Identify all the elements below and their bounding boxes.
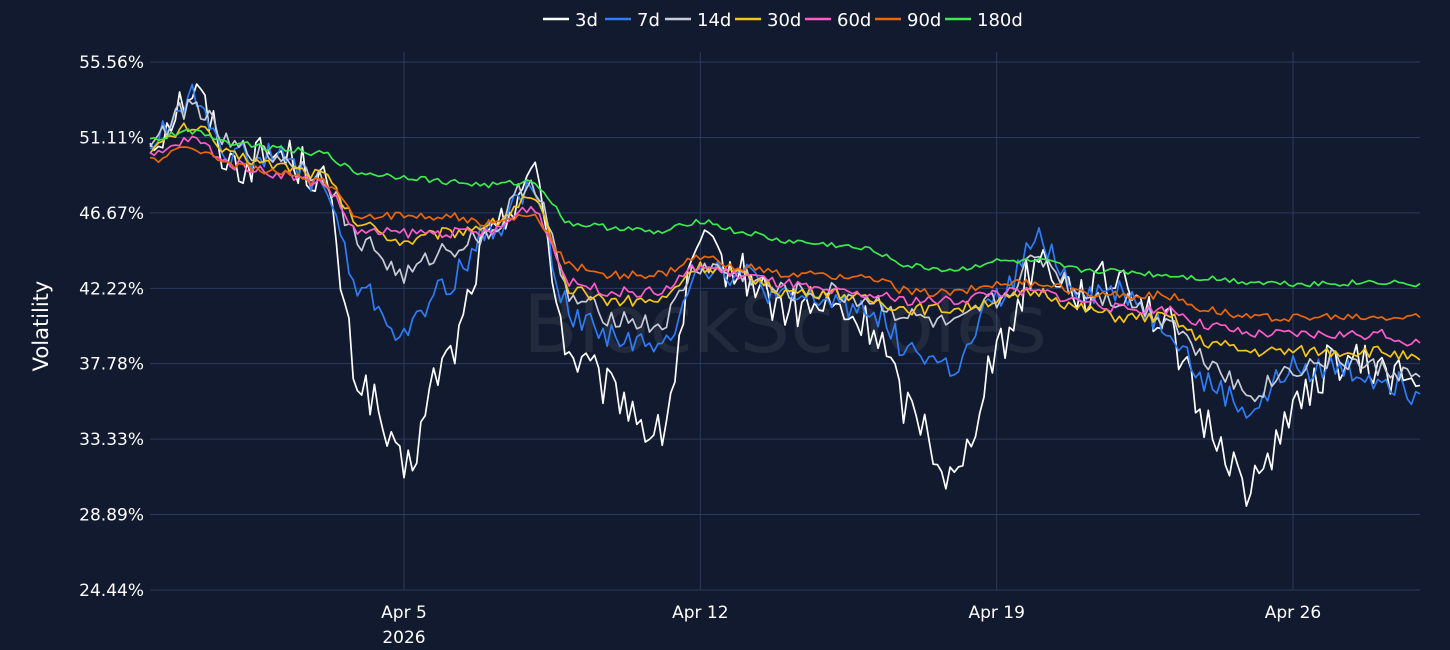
series-line-60d xyxy=(149,135,1421,347)
y-tick-label: 46.67% xyxy=(79,204,144,224)
series-lines xyxy=(149,83,1421,507)
series-line-180d xyxy=(149,128,1421,288)
y-tick-label: 55.56% xyxy=(79,53,144,73)
x-tick-label: Apr 19 xyxy=(968,603,1024,623)
series-line-3d xyxy=(149,83,1421,507)
x-tick-label: Apr 12 xyxy=(672,603,728,623)
legend-label-30d: 30d xyxy=(767,10,801,31)
series-line-90d xyxy=(149,146,1421,323)
x-tick-sublabel: 2026 xyxy=(382,628,425,648)
y-tick-label: 24.44% xyxy=(79,581,144,601)
legend-label-90d: 90d xyxy=(907,10,941,31)
y-tick-label: 51.11% xyxy=(79,129,144,149)
y-axis: 55.56% 51.11% 46.67% 42.22% 37.78% 33.33% 28.8… xyxy=(79,53,144,601)
y-tick-label: 42.22% xyxy=(79,279,144,299)
y-tick-label: 28.89% xyxy=(79,505,144,525)
legend-label-14d: 14d xyxy=(697,10,731,31)
legend-label-60d: 60d xyxy=(837,10,871,31)
series-line-30d xyxy=(149,122,1421,361)
y-axis-label: Volatility xyxy=(29,281,53,372)
legend: 3d 7d 14d 30d 60d 90d 180d xyxy=(543,10,1023,31)
y-tick-label: 37.78% xyxy=(79,355,144,375)
x-tick-label: Apr 5 xyxy=(381,603,427,623)
x-tick-label: Apr 26 xyxy=(1265,603,1321,623)
legend-label-180d: 180d xyxy=(977,10,1023,31)
series-line-14d xyxy=(149,98,1421,403)
legend-label-3d: 3d xyxy=(575,10,598,31)
y-tick-label: 33.33% xyxy=(79,430,144,450)
legend-label-7d: 7d xyxy=(637,10,660,31)
x-axis: Apr 5 2026 Apr 12 Apr 19 Apr 26 xyxy=(381,603,1321,648)
